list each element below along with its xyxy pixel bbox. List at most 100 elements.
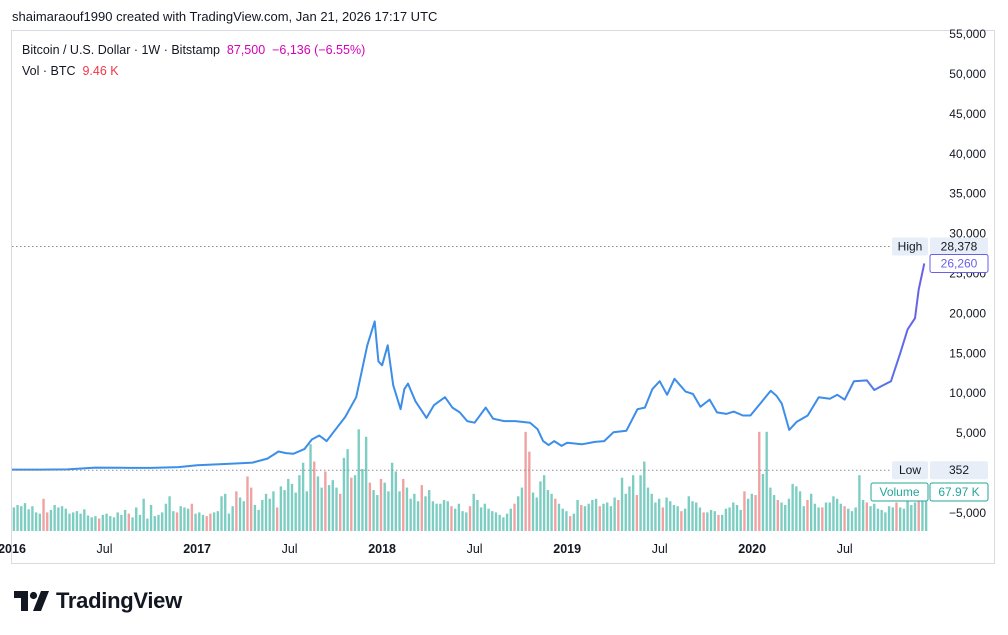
volume-bar — [695, 502, 698, 531]
volume-bar — [628, 486, 631, 531]
y-tick-label: 40,000 — [949, 147, 986, 161]
y-tick-label: 50,000 — [949, 67, 986, 81]
legend-price: 87,500 — [226, 43, 266, 57]
y-tick-label: 55,000 — [949, 27, 986, 41]
volume-bar — [550, 493, 553, 531]
volume-bar — [268, 498, 271, 531]
legend-symbol[interactable]: Bitcoin / U.S. Dollar · 1W · Bitstamp — [22, 43, 220, 57]
volume-bar — [517, 496, 520, 531]
volume-bar — [913, 502, 917, 531]
volume-bar — [316, 476, 320, 531]
volume-bar — [554, 498, 557, 531]
volume-bar — [53, 504, 56, 531]
volume-bar — [313, 461, 316, 531]
price-layer — [12, 263, 926, 471]
volume-bar — [539, 481, 542, 531]
volume-bar — [542, 475, 546, 531]
volume-bar — [591, 500, 594, 531]
volume-bar — [428, 490, 431, 531]
volume-bar — [750, 493, 754, 531]
volume-bar — [79, 513, 82, 531]
volume-bar — [483, 503, 487, 531]
volume-bar — [83, 509, 86, 531]
x-tick-label: 2017 — [183, 542, 211, 556]
volume-bar — [398, 491, 401, 531]
volume-bar — [657, 498, 661, 531]
volume-bar — [394, 471, 398, 531]
volume-bar — [161, 512, 164, 531]
volume-bar — [479, 507, 483, 531]
volume-bar — [565, 511, 568, 531]
volume-bar — [528, 451, 531, 531]
volume-bar — [164, 503, 168, 531]
volume-bar — [205, 516, 208, 531]
volume-bar — [646, 487, 650, 531]
volume-bar — [524, 431, 527, 531]
volume-bar — [461, 511, 464, 531]
legend-vol-label[interactable]: Vol · BTC — [22, 64, 76, 78]
volume-bar — [183, 507, 186, 531]
volume-bar — [120, 514, 123, 531]
volume-bar — [186, 508, 190, 531]
volume-bar — [346, 449, 349, 531]
volume-bar — [357, 429, 360, 531]
volume-bar — [194, 513, 197, 531]
volume-bar — [669, 501, 672, 531]
volume-layer — [12, 429, 928, 531]
volume-bar — [12, 507, 16, 531]
volume-bar — [869, 506, 872, 531]
volume-bar — [60, 506, 64, 531]
tradingview-logo[interactable]: TradingView — [14, 588, 182, 614]
y-tick-label: 30,000 — [949, 227, 986, 241]
volume-bar — [157, 514, 160, 531]
volume-bar — [531, 492, 535, 531]
volume-bar — [49, 509, 53, 531]
volume-bar — [683, 508, 687, 531]
volume-bar — [676, 506, 679, 531]
volume-bar — [257, 509, 260, 531]
volume-bar — [724, 508, 728, 531]
low-label-box — [892, 461, 928, 480]
volume-bar — [220, 496, 223, 531]
volume-bar — [561, 508, 564, 531]
volume-bar — [27, 509, 30, 531]
volume-bar — [620, 477, 624, 531]
volume-bar — [368, 482, 372, 531]
volume-bar — [776, 500, 779, 531]
volume-bar — [594, 498, 598, 531]
volume-bar — [568, 516, 572, 531]
volume-bar — [435, 503, 438, 531]
volume-bar — [272, 491, 275, 531]
volume-bar — [216, 511, 220, 531]
volume-bar — [301, 462, 305, 531]
volume-bar — [832, 496, 835, 531]
volume-bar — [86, 515, 90, 531]
volume-bar — [906, 500, 909, 531]
volume-bar — [131, 517, 134, 531]
volume-bar — [250, 487, 253, 531]
volume-bar — [631, 475, 635, 531]
y-tick-label: 10,000 — [949, 386, 986, 400]
volume-bar — [887, 506, 891, 531]
volume-bar — [758, 431, 761, 531]
volume-bar — [416, 501, 420, 531]
volume-bar — [576, 500, 579, 531]
volume-bar — [283, 490, 286, 531]
volume-bar — [97, 518, 101, 531]
volume-bar — [264, 493, 268, 531]
volume-bar — [732, 502, 735, 531]
volume-bar — [513, 503, 516, 531]
volume-bar — [101, 514, 105, 531]
volume-bar — [557, 503, 561, 531]
volume-bar — [784, 504, 787, 531]
volume-bar — [23, 503, 27, 531]
volume-bar — [858, 475, 861, 531]
volume-bar — [135, 507, 138, 531]
volume-bar — [917, 498, 920, 531]
x-tick-label: Jul — [467, 542, 483, 556]
volume-bar — [190, 503, 194, 531]
x-tick-label: 2019 — [553, 542, 581, 556]
volume-bar — [672, 504, 676, 531]
x-tick-label: 2018 — [368, 542, 396, 556]
